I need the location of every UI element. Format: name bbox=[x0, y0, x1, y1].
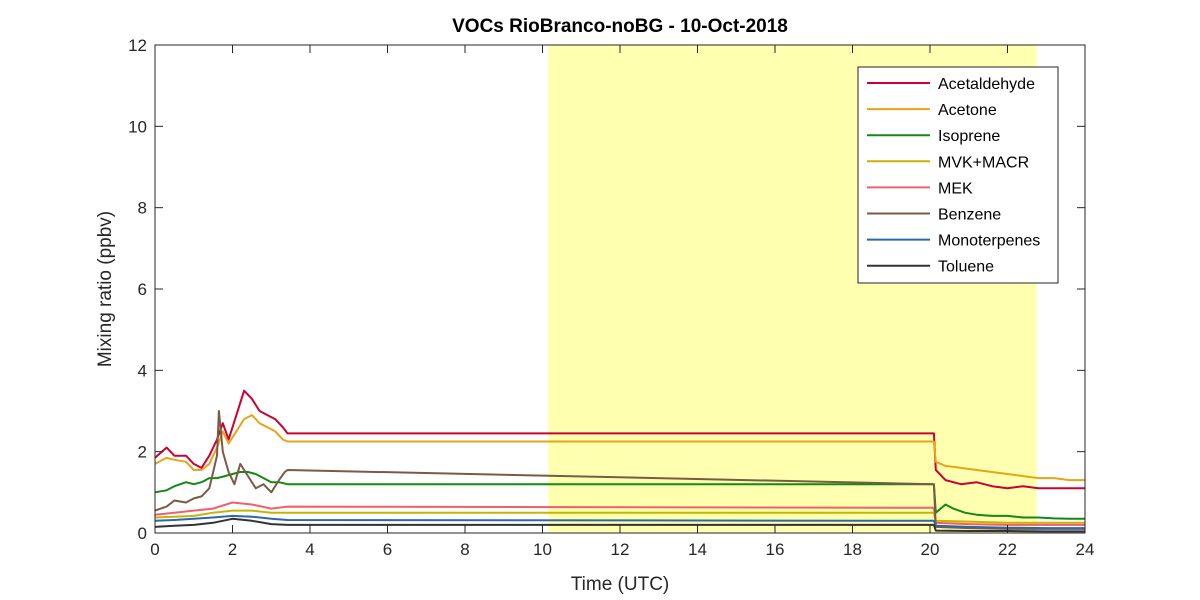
series-line-monoterpenes bbox=[154, 514, 1085, 530]
legend-label: Toluene bbox=[938, 259, 994, 276]
x-tick-label: 14 bbox=[688, 540, 707, 559]
legend-label: MVK+MACR bbox=[938, 154, 1029, 171]
x-tick-label: 22 bbox=[998, 540, 1017, 559]
legend-label: Benzene bbox=[938, 207, 1001, 224]
series-line-mek bbox=[154, 501, 1085, 526]
x-tick-label: 8 bbox=[460, 540, 469, 559]
chart-title: VOCs RioBranco-noBG - 10-Oct-2018 bbox=[452, 16, 788, 37]
x-tick-label: 12 bbox=[611, 540, 630, 559]
legend-label: Isoprene bbox=[938, 128, 1000, 145]
y-tick-label: 0 bbox=[138, 524, 147, 543]
x-tick-label: 24 bbox=[1076, 540, 1095, 559]
y-tick-label: 8 bbox=[138, 199, 147, 218]
legend-label: Monoterpenes bbox=[938, 233, 1040, 250]
legend-box bbox=[857, 66, 1059, 284]
series-line-acetaldehyde bbox=[154, 389, 1085, 490]
y-tick-label: 2 bbox=[138, 443, 147, 462]
x-tick-label: 18 bbox=[843, 540, 862, 559]
y-tick-label: 6 bbox=[138, 280, 147, 299]
legend-label: Acetone bbox=[938, 102, 997, 119]
x-tick-label: 0 bbox=[150, 540, 159, 559]
series-line-acetone bbox=[154, 414, 1085, 482]
x-tick-label: 20 bbox=[921, 540, 940, 559]
y-tick-label: 4 bbox=[138, 361, 147, 380]
x-tick-label: 6 bbox=[383, 540, 392, 559]
x-tick-label: 16 bbox=[766, 540, 785, 559]
legend: Acetaldehyde Acetone Isoprene MVK+MACR MEK Be… bbox=[857, 66, 1059, 284]
y-tick-label: 12 bbox=[128, 36, 147, 55]
x-tick-label: 10 bbox=[533, 540, 552, 559]
x-tick-label: 4 bbox=[305, 540, 314, 559]
x-axis-label: Time (UTC) bbox=[571, 574, 670, 595]
series-line-benzene bbox=[154, 410, 1085, 530]
series-line-toluene bbox=[154, 517, 1085, 533]
y-tick-label: 10 bbox=[128, 117, 147, 136]
y-axis-label: Mixing ratio (ppbv) bbox=[95, 211, 116, 367]
series-line-isoprene bbox=[154, 471, 1085, 520]
series-line-mvk-macr bbox=[154, 509, 1085, 524]
series-layer bbox=[154, 389, 1085, 533]
legend-label: Acetaldehyde bbox=[938, 76, 1035, 93]
legend-label: MEK bbox=[938, 180, 973, 197]
x-tick-label: 2 bbox=[228, 540, 237, 559]
